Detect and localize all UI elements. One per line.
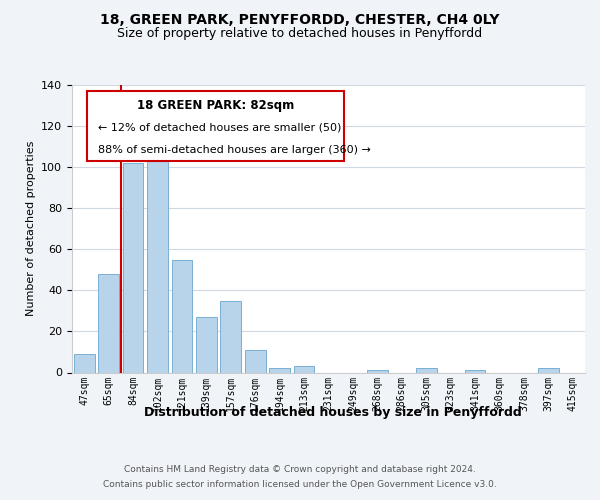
Y-axis label: Number of detached properties: Number of detached properties [26, 141, 35, 316]
Bar [172, 260, 193, 372]
Bar [147, 138, 168, 372]
Bar [98, 274, 119, 372]
Text: 18, GREEN PARK, PENYFFORDD, CHESTER, CH4 0LY: 18, GREEN PARK, PENYFFORDD, CHESTER, CH4… [100, 12, 500, 26]
Bar [196, 317, 217, 372]
Bar [367, 370, 388, 372]
Text: Contains public sector information licensed under the Open Government Licence v3: Contains public sector information licen… [103, 480, 497, 489]
Bar [293, 366, 314, 372]
Text: Size of property relative to detached houses in Penyffordd: Size of property relative to detached ho… [118, 28, 482, 40]
Bar [220, 300, 241, 372]
Bar [416, 368, 437, 372]
Text: ← 12% of detached houses are smaller (50): ← 12% of detached houses are smaller (50… [98, 122, 341, 132]
Bar [538, 368, 559, 372]
Bar [74, 354, 95, 372]
Text: 18 GREEN PARK: 82sqm: 18 GREEN PARK: 82sqm [137, 100, 294, 112]
FancyBboxPatch shape [88, 91, 344, 161]
Bar [464, 370, 485, 372]
Bar [122, 163, 143, 372]
Bar [245, 350, 266, 372]
Text: Distribution of detached houses by size in Penyffordd: Distribution of detached houses by size … [144, 406, 522, 419]
Text: 88% of semi-detached houses are larger (360) →: 88% of semi-detached houses are larger (… [98, 146, 371, 156]
Text: Contains HM Land Registry data © Crown copyright and database right 2024.: Contains HM Land Registry data © Crown c… [124, 465, 476, 474]
Bar [269, 368, 290, 372]
